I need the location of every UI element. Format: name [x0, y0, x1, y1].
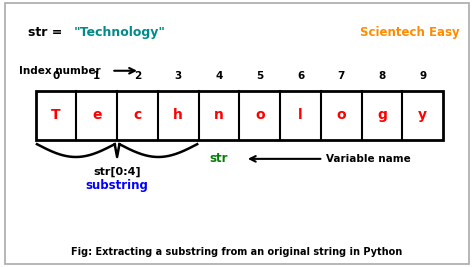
Text: 1: 1 [93, 72, 100, 81]
Text: str[0:4]: str[0:4] [93, 167, 141, 177]
Text: Variable name: Variable name [326, 154, 410, 164]
Text: 5: 5 [256, 72, 264, 81]
Text: c: c [133, 108, 142, 123]
Text: 4: 4 [215, 72, 223, 81]
Text: str: str [210, 152, 228, 165]
Text: 7: 7 [337, 72, 345, 81]
Text: substring: substring [86, 179, 148, 191]
Text: str =: str = [28, 26, 67, 38]
Text: 2: 2 [134, 72, 141, 81]
Text: Scientech Easy: Scientech Easy [360, 26, 460, 38]
Text: h: h [173, 108, 183, 123]
Text: l: l [298, 108, 303, 123]
Text: 0: 0 [52, 72, 60, 81]
Text: Index number: Index number [19, 66, 100, 76]
Text: 9: 9 [419, 72, 427, 81]
Text: e: e [92, 108, 101, 123]
Text: n: n [214, 108, 224, 123]
Text: g: g [377, 108, 387, 123]
Text: 6: 6 [297, 72, 304, 81]
Bar [36, 91, 443, 140]
Text: 8: 8 [378, 72, 386, 81]
Text: "Technology": "Technology" [73, 26, 165, 38]
Text: y: y [419, 108, 427, 123]
Text: T: T [51, 108, 61, 123]
Text: o: o [255, 108, 264, 123]
Text: o: o [337, 108, 346, 123]
Text: 3: 3 [174, 72, 182, 81]
FancyBboxPatch shape [5, 3, 469, 264]
Text: Fig: Extracting a substring from an original string in Python: Fig: Extracting a substring from an orig… [72, 247, 402, 257]
